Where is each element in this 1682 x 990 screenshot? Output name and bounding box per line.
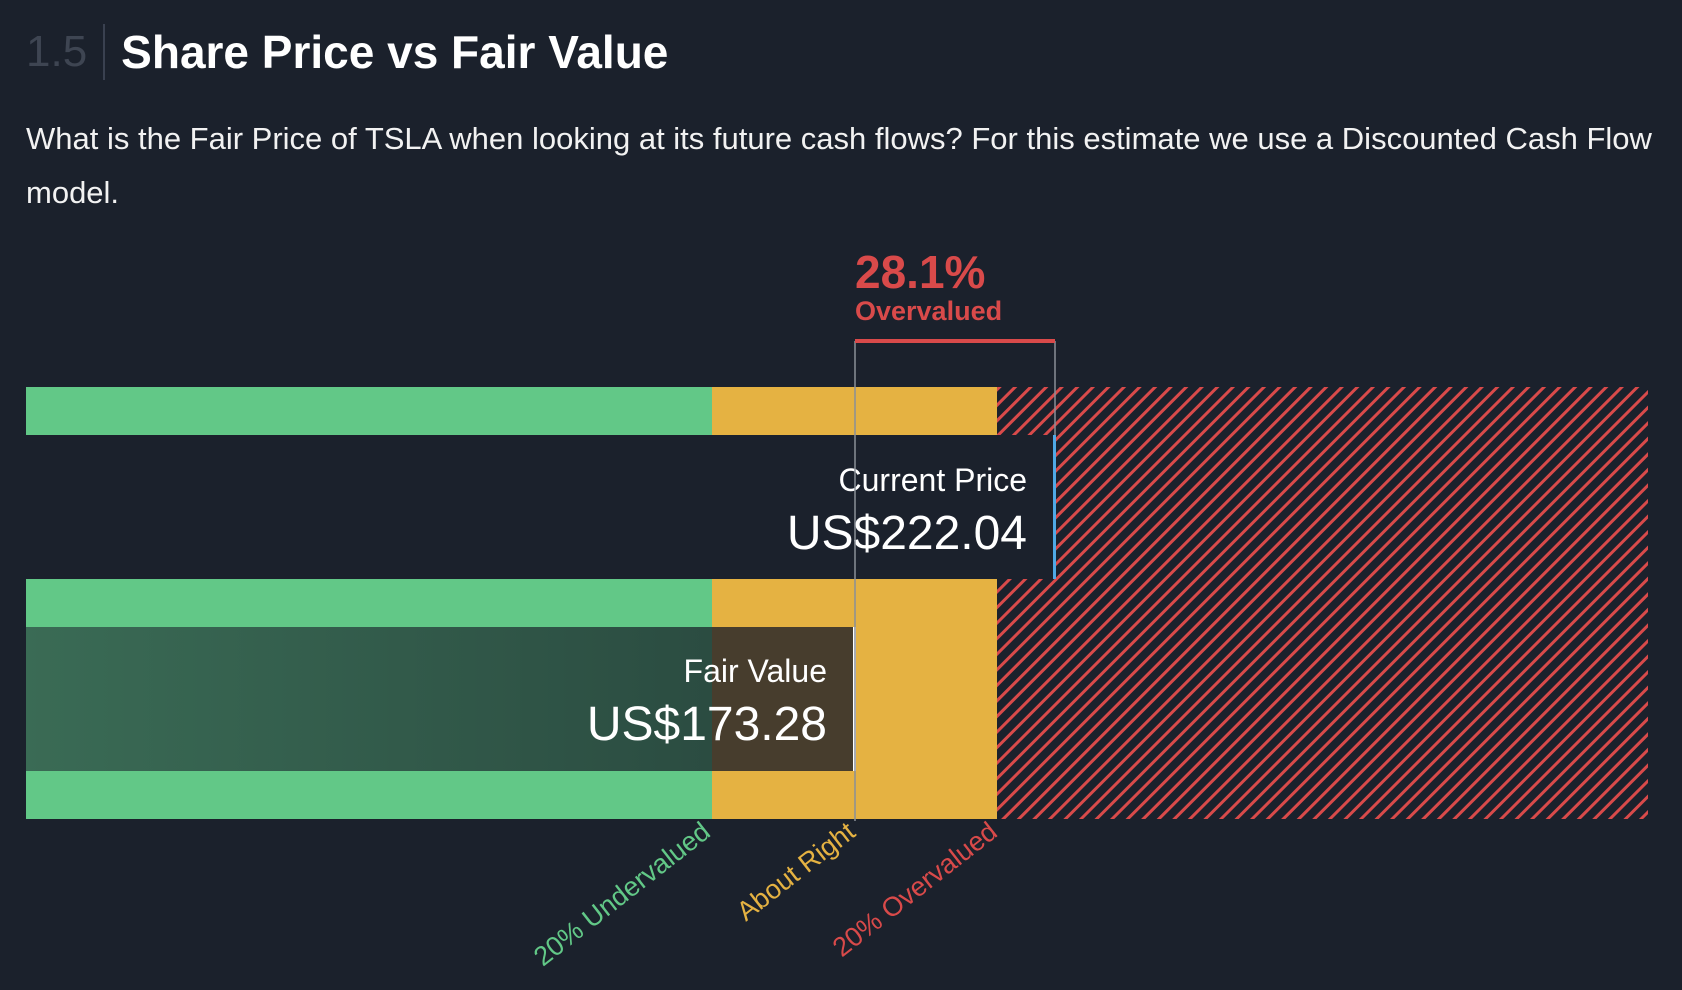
zone-label-about-right: About Right <box>731 816 861 927</box>
difference-label: Overvalued <box>855 296 1002 326</box>
section-header: 1.5 Share Price vs Fair Value <box>26 22 668 82</box>
section-number: 1.5 <box>26 24 106 80</box>
fair-value-value: US$173.28 <box>587 698 827 751</box>
fair-value-overlay-green <box>26 627 712 771</box>
fair-value-overlay-amber <box>712 627 855 771</box>
zone-label-undervalued: 20% Undervalued <box>528 816 716 972</box>
overvalued-hatch-zone <box>997 387 1648 819</box>
current-price-marker <box>1053 435 1056 579</box>
current-price-block <box>26 435 1055 579</box>
fair-value-label: Fair Value <box>684 653 827 689</box>
current-price-label: Current Price <box>839 462 1028 498</box>
current-bar-green-zone <box>26 387 712 435</box>
current-price-value: US$222.04 <box>787 507 1027 560</box>
section-title: Share Price vs Fair Value <box>121 26 669 78</box>
section-description: What is the Fair Price of TSLA when look… <box>26 121 1652 210</box>
difference-percent: 28.1% <box>855 246 985 298</box>
